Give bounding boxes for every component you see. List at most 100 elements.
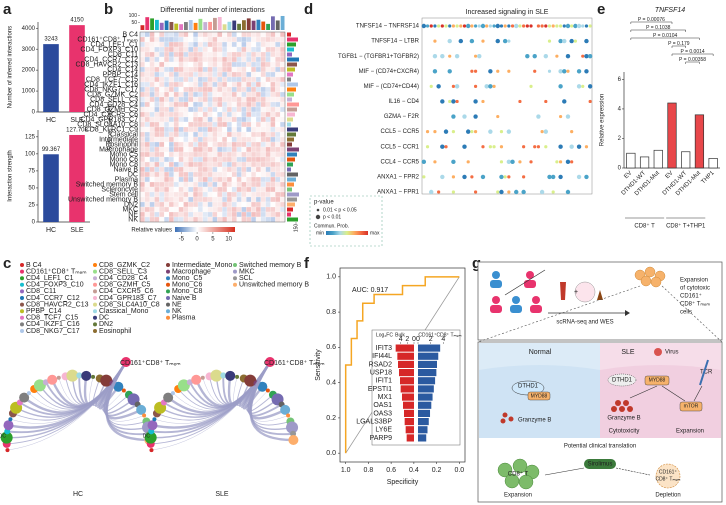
x-tick-label: 1.0: [341, 467, 351, 474]
heatmap-cell: [144, 111, 150, 118]
heatmap-cell: [173, 71, 179, 78]
heatmap-cell: [217, 96, 223, 103]
plot-frame: [339, 267, 466, 463]
heatmap-cell: [270, 91, 276, 98]
side-bar: [287, 47, 294, 52]
dot: [458, 38, 464, 44]
heatmap-cell: [202, 76, 208, 83]
heatmap-cell: [236, 191, 242, 198]
heatmap-cell: [193, 121, 199, 128]
heatmap-cell: [212, 166, 218, 173]
heatmap-cell: [139, 76, 145, 83]
bar: [708, 158, 718, 169]
heatmap-cell: [236, 106, 242, 113]
heatmap-cell: [188, 116, 194, 123]
heatmap-cell: [275, 136, 281, 143]
heatmap-cell: [178, 161, 184, 168]
heatmap-cell: [275, 156, 281, 163]
heatmap-cell: [226, 151, 232, 158]
heatmap-cell: [202, 41, 208, 48]
inset-bar: [418, 369, 437, 377]
heatmap-cell: [164, 166, 170, 173]
heatmap-cell: [173, 161, 179, 168]
dot: [488, 84, 493, 89]
heatmap-cell: [255, 31, 261, 38]
heatmap-cell: [241, 56, 247, 63]
dot: [518, 160, 522, 164]
inset-gene: EPSTI1: [368, 386, 392, 393]
heatmap-cell: [183, 196, 189, 203]
heatmap-cell: [222, 176, 228, 183]
heatmap-cell: [246, 31, 252, 38]
inset-title: Log₂FC: [376, 332, 393, 338]
top-bar: [266, 23, 270, 30]
heatmap-cell: [173, 176, 179, 183]
heatmap-cell: [149, 96, 155, 103]
heatmap-cell: [168, 211, 174, 218]
dot: [540, 130, 544, 134]
group-label: CD8⁺ T: [634, 223, 655, 230]
heatmap-cell: [260, 61, 266, 68]
heatmap-cell: [255, 121, 261, 128]
heatmap-cell: [251, 96, 257, 103]
row-label: CD8_SELL_C3: [90, 96, 138, 103]
heatmap-cell: [183, 161, 189, 168]
heatmap-cell: [275, 31, 281, 38]
heatmap-cell: [197, 196, 203, 203]
translation-label: Potential clinical translation: [564, 444, 636, 450]
heatmap-cell: [202, 216, 208, 223]
heatmap-cell: [222, 171, 228, 178]
heatmap-cell: [164, 106, 170, 113]
heatmap-cell: [193, 136, 199, 143]
heatmap-cell: [188, 111, 194, 118]
dot: [433, 24, 437, 28]
legend-item: CD4_CCR7_C12: [26, 295, 80, 302]
inset-gene: MX1: [378, 394, 393, 401]
significance-bracket: [671, 53, 714, 56]
heatmap-cell: [144, 191, 150, 198]
heatmap-cell: [178, 211, 184, 218]
dot: [576, 144, 582, 149]
side-bar: [287, 152, 297, 157]
y-tick-label: 100: [25, 151, 36, 157]
heatmap-cell: [197, 191, 203, 198]
heatmap-cell: [178, 201, 184, 208]
heatmap-cell: [236, 151, 242, 158]
heatmap-cell: [255, 46, 261, 53]
virus-icon: [654, 348, 662, 356]
heatmap-cell: [183, 36, 189, 43]
heatmap-cell: [226, 91, 232, 98]
heatmap-cell: [275, 96, 281, 103]
heatmap-cell: [178, 41, 184, 48]
heatmap-cell: [212, 111, 218, 118]
heatmap-cell: [193, 176, 199, 183]
heatmap-cell: [159, 201, 165, 208]
heatmap-cell: [212, 101, 218, 108]
dot: [562, 69, 567, 74]
legend-dot: [20, 282, 24, 287]
heatmap-cell: [202, 81, 208, 88]
heatmap-cell: [280, 71, 286, 78]
heatmap-cell: [226, 66, 232, 73]
heatmap-cell: [168, 156, 174, 163]
dot: [440, 99, 445, 104]
heatmap-cell: [260, 71, 266, 78]
heatmap-cell: [255, 166, 261, 173]
heatmap-cell: [255, 76, 261, 83]
heatmap-cell: [207, 201, 213, 208]
heatmap-cell: [231, 61, 237, 68]
dot: [506, 159, 512, 165]
heatmap-cell: [236, 216, 242, 223]
heatmap-cell: [222, 96, 228, 103]
dot: [533, 145, 537, 149]
heatmap-cell: [178, 206, 184, 213]
heatmap-cell: [202, 151, 208, 158]
heatmap-cell: [222, 111, 228, 118]
dot: [473, 114, 478, 119]
heatmap-cell: [202, 91, 208, 98]
heatmap-cell: [173, 111, 179, 118]
heatmap-cell: [193, 116, 199, 123]
heatmap-cell: [246, 36, 252, 43]
legend-item: DC: [99, 315, 109, 322]
dot: [488, 129, 493, 134]
